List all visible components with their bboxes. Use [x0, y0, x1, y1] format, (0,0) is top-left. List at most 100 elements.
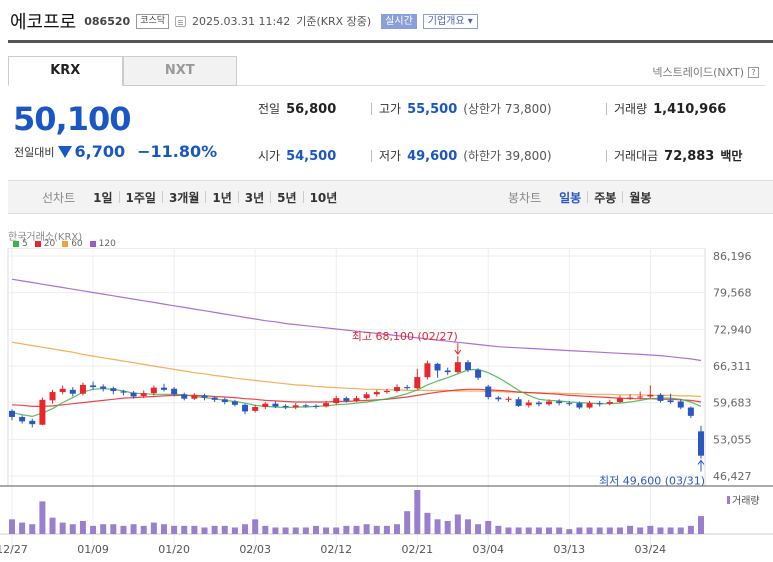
stock-chart[interactable]: 86,196 79,568 72,940 66,311 59,683 53,055 46,4… — [0, 248, 773, 562]
candle-weekly[interactable]: 주봉 — [594, 190, 617, 205]
realtime-badge[interactable]: 실시간 — [381, 13, 417, 29]
candle-body — [191, 395, 198, 399]
upper-limit: (상한가 73,800) — [463, 102, 552, 116]
period-1y[interactable]: 1년 — [212, 190, 232, 205]
candle-body — [110, 388, 117, 391]
volume-bar — [535, 527, 542, 534]
volume-bar — [211, 525, 218, 534]
tab-krx[interactable]: KRX — [8, 56, 123, 86]
y-tick-label: 66,311 — [713, 360, 752, 373]
down-triangle-icon — [58, 145, 73, 158]
candle-body — [627, 397, 634, 399]
volume-bar — [637, 527, 644, 534]
divider — [587, 191, 589, 203]
stat-value: 55,500 — [407, 102, 458, 117]
period-3y[interactable]: 3년 — [244, 190, 265, 205]
candle-body — [312, 405, 319, 407]
volume-bar — [272, 527, 279, 534]
line-chart-label: 선차트 — [42, 190, 76, 205]
change-label: 전일대비 — [14, 145, 55, 159]
high-annotation: 최고 68,100 (02/27) — [352, 330, 458, 343]
period-1d[interactable]: 1일 — [93, 190, 113, 205]
legend-label: 60 — [71, 239, 83, 249]
stat-label: 저가 — [379, 149, 402, 163]
period-1w[interactable]: 1주일 — [125, 190, 156, 205]
company-info-button[interactable]: 기업개요 ▾ — [422, 13, 478, 29]
nxt-link-label: 넥스트레이드(NXT) — [652, 66, 744, 79]
chevron-down-icon: ▾ — [467, 15, 473, 27]
volume-bar — [434, 519, 441, 534]
volume-bar — [596, 527, 603, 534]
stat-prev-close: 전일 56,800 — [258, 100, 336, 117]
volume-bar — [475, 524, 482, 534]
volume-bar — [29, 524, 36, 534]
stat-low: 저가 49,600 (하한가 39,800) — [379, 147, 552, 164]
candle-body — [606, 402, 613, 404]
volume-bar — [394, 524, 401, 534]
ma-legend: 5 20 60 120 — [13, 239, 116, 249]
candle-daily[interactable]: 일봉 — [559, 190, 582, 205]
candle-body — [100, 386, 107, 389]
x-tick-label: 02/03 — [239, 543, 271, 556]
candle-body — [242, 404, 249, 412]
candle-body — [363, 394, 370, 399]
divider — [606, 103, 607, 115]
stat-amount: 거래대금 72,883 백만 — [614, 147, 742, 164]
volume-bar — [505, 527, 512, 534]
nxt-link[interactable]: 넥스트레이드(NXT) ? — [652, 64, 759, 80]
volume-bar — [616, 527, 623, 534]
candle-body — [424, 363, 431, 378]
period-10y[interactable]: 10년 — [309, 190, 338, 205]
help-icon[interactable]: ? — [748, 66, 759, 78]
volume-bar — [444, 520, 451, 534]
divider — [302, 191, 304, 203]
ma120-line — [11, 278, 702, 362]
candle-body — [556, 401, 563, 404]
stock-header: 에코프로 086520 코스닥 2025.03.31 11:42 기준(KRX … — [10, 6, 478, 36]
x-tick-label: 12/27 — [0, 543, 28, 556]
x-tick-label: 03/24 — [634, 543, 666, 556]
volume-bar — [525, 527, 532, 534]
volume-bar — [586, 527, 593, 534]
low-arrow-head — [697, 459, 705, 465]
legend-ma20: 20 — [34, 239, 55, 249]
tab-nxt[interactable]: NXT — [122, 56, 237, 86]
volume-bar — [698, 516, 704, 534]
volume-bar — [282, 527, 289, 534]
volume-bar — [464, 519, 471, 534]
period-5y[interactable]: 5년 — [277, 190, 297, 205]
low-annotation: 최저 49,600 (03/31) — [599, 474, 705, 487]
candle-monthly[interactable]: 월봉 — [629, 190, 652, 205]
volume-bar — [59, 522, 66, 534]
volume-bar — [100, 524, 107, 534]
exchange-tabs: KRX NXT — [8, 56, 237, 86]
candle-body — [515, 399, 522, 406]
legend-swatch — [34, 241, 41, 247]
chart-source: 한국거래소(KRX) — [8, 232, 83, 243]
header-divider — [8, 40, 773, 43]
candle-body — [495, 397, 502, 400]
candle-body — [160, 387, 167, 390]
candle-body — [29, 420, 36, 425]
stat-value: 56,800 — [286, 102, 337, 117]
y-tick-label: 59,683 — [713, 397, 752, 410]
volume-bar — [191, 525, 198, 534]
chart-period-toolbar: 선차트 1일 1주일 3개월 1년 3년 5년 10년 봉차트 일봉 주봉 월봉 — [8, 180, 773, 214]
volume-bar — [160, 524, 167, 534]
candle-body — [637, 396, 644, 398]
legend-ma120: 120 — [89, 239, 116, 249]
candle-body — [19, 416, 26, 422]
volume-bar — [312, 525, 319, 534]
stat-volume: 거래량 1,410,966 — [614, 100, 726, 117]
x-tick-label: 01/09 — [77, 543, 109, 556]
volume-bar — [262, 525, 269, 534]
volume-bar — [201, 527, 208, 534]
volume-bar — [515, 527, 522, 534]
candle-body — [120, 391, 127, 393]
candle-body — [596, 403, 603, 405]
divider — [161, 191, 163, 203]
period-3m[interactable]: 3개월 — [168, 190, 200, 205]
volume-bar — [383, 525, 390, 534]
volume-bar — [424, 512, 431, 534]
market-badge: 코스닥 — [136, 13, 170, 29]
